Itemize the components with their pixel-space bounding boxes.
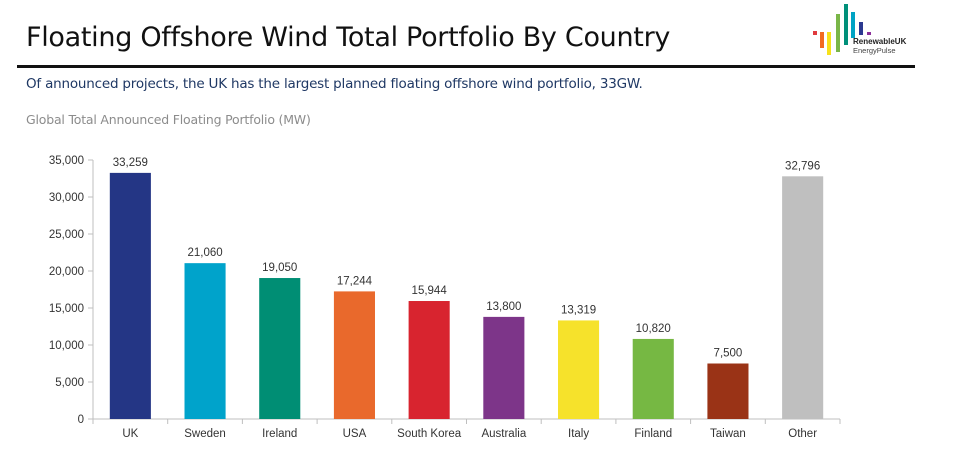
x-tick-label: Ireland (262, 428, 297, 440)
data-label: 7,500 (714, 348, 743, 360)
data-label: 10,820 (636, 323, 671, 335)
page-title: Floating Offshore Wind Total Portfolio B… (26, 22, 671, 53)
logo-bar (859, 22, 863, 35)
logo-bar (813, 31, 817, 35)
data-label: 17,244 (337, 275, 373, 287)
logo-bar (827, 32, 831, 55)
data-label: 33,259 (113, 157, 148, 169)
bar-other (782, 176, 824, 419)
data-label: 15,944 (412, 285, 448, 297)
x-tick-label: Taiwan (710, 428, 746, 440)
logo-bar (820, 32, 824, 48)
y-tick-label: 20,000 (49, 266, 84, 278)
logo-text-secondary: EnergyPulse (853, 46, 896, 55)
logo-text-primary: RenewableUK (853, 37, 907, 46)
title-divider (17, 65, 915, 68)
chart-title: Global Total Announced Floating Portfoli… (26, 112, 311, 127)
x-tick-label: UK (122, 428, 138, 440)
chart-labels: 33,259 UK 21,060 Sweden 19,050 Ireland 17,244 U… (113, 157, 820, 440)
bar-finland (632, 338, 674, 419)
x-tick-label: South Korea (397, 428, 462, 440)
y-tick-label: 30,000 (49, 192, 84, 204)
x-tick-label: Italy (568, 428, 589, 440)
bar-uk (109, 172, 151, 419)
y-tick-label: 5,000 (55, 377, 84, 389)
logo-bar (851, 12, 855, 38)
bar-south-korea (408, 301, 450, 419)
x-tick-label: Finland (634, 428, 672, 440)
bar-australia (483, 316, 525, 419)
data-label: 21,060 (187, 247, 222, 259)
bar-ireland (259, 278, 301, 419)
y-tick-label: 35,000 (49, 155, 84, 167)
renewableuk-logo: RenewableUK EnergyPulse (810, 0, 930, 60)
logo-bar (836, 14, 840, 52)
bar-sweden (184, 263, 226, 419)
x-tick-label: Australia (481, 428, 526, 440)
bar-usa (333, 291, 375, 419)
data-label: 32,796 (785, 160, 820, 172)
y-tick-label: 0 (78, 414, 84, 426)
bar-italy (558, 320, 600, 419)
y-tick-label: 25,000 (49, 229, 84, 241)
data-label: 19,050 (262, 262, 297, 274)
data-label: 13,319 (561, 304, 596, 316)
x-tick-label: USA (343, 428, 367, 440)
y-tick-label: 15,000 (49, 303, 84, 315)
logo-bar (844, 4, 848, 45)
page-subtitle: Of announced projects, the UK has the la… (26, 76, 643, 92)
bar-taiwan (707, 363, 749, 419)
logo-bar (867, 32, 871, 35)
data-label: 13,800 (486, 301, 521, 313)
x-tick-label: Other (788, 428, 817, 440)
x-tick-label: Sweden (184, 428, 226, 440)
y-tick-label: 10,000 (49, 340, 84, 352)
chart-bars (109, 172, 824, 419)
